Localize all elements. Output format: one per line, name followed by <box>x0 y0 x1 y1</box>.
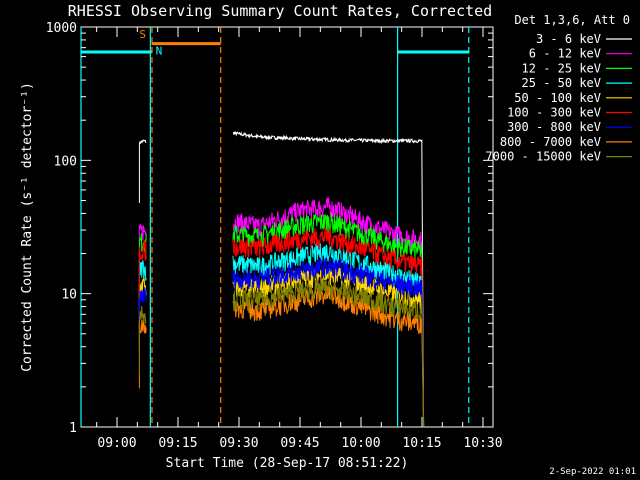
series-line <box>232 256 425 428</box>
legend-label: 7000 - 15000 keV <box>485 150 601 164</box>
series-line <box>232 284 425 428</box>
y-tick-label: 10 <box>61 288 77 303</box>
series-line <box>232 278 425 428</box>
chart-title: RHESSI Observing Summary Count Rates, Co… <box>68 2 492 20</box>
y-tick-label: 1000 <box>46 21 77 36</box>
legend-label: 800 - 7000 keV <box>500 135 601 149</box>
x-axis-label: Start Time (28-Sep-17 08:51:22) <box>166 456 409 471</box>
x-tick-label: 10:15 <box>402 436 441 451</box>
flag-bars: SN <box>81 28 469 58</box>
footer-date: 2-Sep-2022 01:01 <box>549 467 636 477</box>
series-line <box>232 131 425 428</box>
series-line <box>232 226 425 428</box>
series-line <box>138 239 147 314</box>
legend-label: 6 - 12 keV <box>529 47 601 61</box>
legend-label: 25 - 50 keV <box>522 76 601 90</box>
flag-letter: S <box>139 28 146 41</box>
series-line <box>138 287 147 360</box>
legend-title: Det 1,3,6, Att 0 <box>514 13 630 27</box>
x-tick-label: 09:30 <box>219 436 258 451</box>
x-tick-label: 10:00 <box>341 436 380 451</box>
legend-label: 3 - 6 keV <box>536 32 601 46</box>
series-line <box>232 212 425 428</box>
event-lines <box>80 27 470 427</box>
series-line <box>138 224 147 294</box>
flag-letter: N <box>156 45 163 58</box>
legend-label: 12 - 25 keV <box>522 61 601 75</box>
x-tick-label: 09:45 <box>280 436 319 451</box>
series-line <box>138 260 147 331</box>
y-axis: 1 10 100 1000 <box>46 21 493 436</box>
legend-label: 100 - 300 keV <box>507 106 601 120</box>
x-tick-label: 09:00 <box>97 436 136 451</box>
x-axis: 09:00 09:15 09:30 09:45 10:00 10:15 10:30 <box>96 27 503 451</box>
series-group <box>138 131 425 428</box>
y-tick-label: 1 <box>69 421 77 436</box>
y-tick-label: 100 <box>54 154 77 169</box>
series-line <box>138 139 147 203</box>
legend-label: 300 - 800 keV <box>507 120 601 134</box>
x-tick-label: 10:30 <box>463 436 502 451</box>
legend-label: 50 - 100 keV <box>514 91 601 105</box>
series-line <box>138 305 147 375</box>
x-tick-label: 09:15 <box>158 436 197 451</box>
series-line <box>138 319 147 389</box>
y-axis-label: Corrected Count Rate (s⁻¹ detector⁻¹) <box>20 82 35 372</box>
series-line <box>232 196 425 428</box>
